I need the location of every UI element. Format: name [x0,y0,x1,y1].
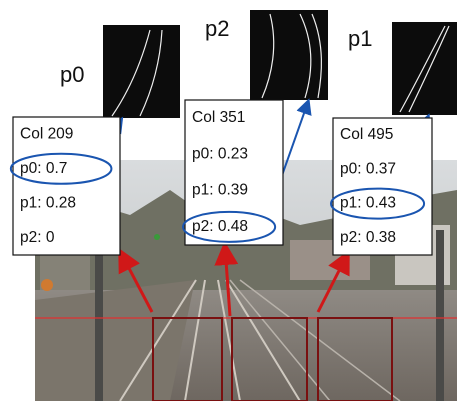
score-box: Col 351 p0: 0.23 p1: 0.39 p2: 0.48 [183,100,283,245]
score-row: p1: 0.39 [192,182,248,199]
score-row: p0: 0.23 [192,145,248,162]
box-title: Col 351 [192,109,245,126]
score-row: p1: 0.28 [20,194,76,211]
thumbnail-label: p1 [348,26,372,51]
box-title: Col 495 [340,126,393,143]
figure: p0 p2 p1 Col 209p0: 0.7p1: 0.28p2: 0Col … [0,0,457,401]
score-box: Col 209 p0: 0.7 p1: 0.28 p2: 0 [11,117,120,255]
thumbnail-label: p0 [60,62,84,87]
thumbnail [103,25,180,118]
page: p0 p2 p1 Col 209p0: 0.7p1: 0.28p2: 0Col … [0,0,457,401]
thumbnail [250,10,328,100]
score-row: p2: 0.48 [192,218,248,235]
score-box: Col 495 p0: 0.37 p1: 0.43 p2: 0.38 [331,118,432,255]
score-row: p0: 0.37 [340,160,396,177]
score-row: p2: 0.38 [340,229,396,246]
score-row: p1: 0.43 [340,195,396,212]
score-row: p2: 0 [20,229,55,246]
thumbnail-label: p2 [205,16,229,41]
thumbnail [392,22,457,115]
box-title: Col 209 [20,125,73,142]
score-row: p0: 0.7 [20,160,67,177]
